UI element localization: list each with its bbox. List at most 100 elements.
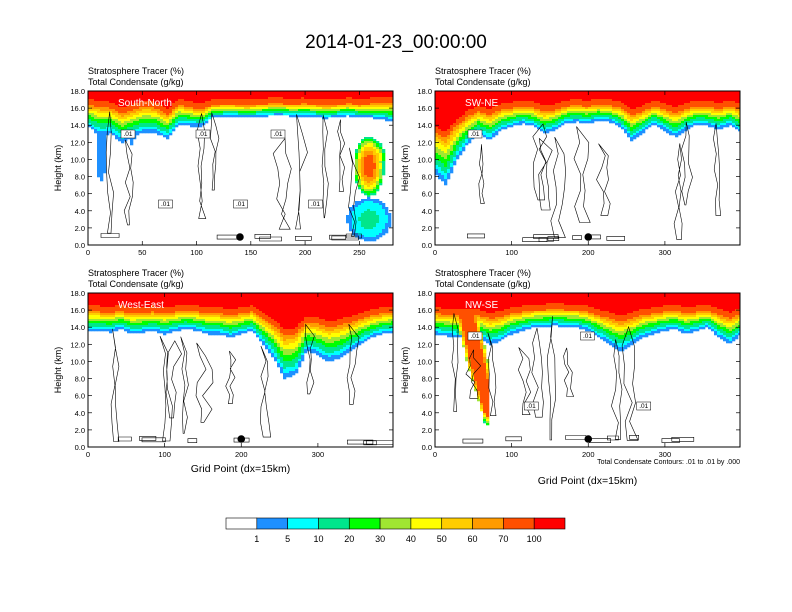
field-cell <box>699 115 703 118</box>
field-cell <box>193 323 197 326</box>
field-cell <box>579 121 583 124</box>
field-cell <box>639 315 643 320</box>
field-cell <box>373 325 377 330</box>
field-cell <box>319 115 323 118</box>
field-cell <box>115 111 119 114</box>
field-cell <box>133 331 137 334</box>
field-cell <box>265 293 269 316</box>
field-cell <box>205 315 209 318</box>
field-cell <box>570 305 574 312</box>
field-cell <box>211 315 215 318</box>
field-cell <box>268 111 272 114</box>
field-cell <box>525 327 529 330</box>
field-cell <box>352 109 356 112</box>
field-cell <box>118 115 122 120</box>
field-cell <box>735 115 739 120</box>
field-cell <box>277 107 281 110</box>
field-cell <box>687 319 691 324</box>
field-cell <box>699 107 703 110</box>
field-cell <box>558 317 562 320</box>
field-cell <box>355 159 359 176</box>
field-cell <box>486 333 490 338</box>
field-cell <box>301 107 305 110</box>
field-cell <box>603 311 607 318</box>
field-cell <box>684 329 688 332</box>
field-cell <box>259 105 263 108</box>
field-cell <box>289 339 293 344</box>
field-cell <box>316 317 320 324</box>
field-cell <box>669 315 673 318</box>
field-cell <box>684 313 688 316</box>
field-cell <box>609 339 613 342</box>
field-cell <box>196 113 200 116</box>
field-cell <box>115 293 119 306</box>
field-cell <box>202 113 206 116</box>
field-cell <box>184 313 188 316</box>
field-cell <box>591 91 595 100</box>
field-cell <box>121 305 125 312</box>
field-cell <box>438 319 442 322</box>
field-cell <box>483 125 487 128</box>
field-cell <box>310 113 314 116</box>
field-cell <box>151 323 155 328</box>
field-cell <box>124 115 128 120</box>
field-cell <box>220 307 224 314</box>
field-cell <box>645 309 649 316</box>
field-cell <box>382 293 386 308</box>
colorbar-swatch <box>379 517 412 530</box>
field-cell <box>651 331 655 336</box>
field-cell <box>124 323 128 328</box>
field-cell <box>453 145 457 152</box>
field-cell <box>687 307 691 314</box>
x-tick-label: 0 <box>433 248 437 257</box>
field-cell <box>256 323 260 326</box>
field-cell <box>534 311 538 314</box>
field-cell <box>660 113 664 116</box>
field-cell <box>328 107 332 110</box>
field-cell <box>358 319 362 322</box>
field-cell <box>373 97 377 104</box>
field-cell <box>687 113 691 116</box>
field-cell <box>379 149 383 154</box>
field-cell <box>124 91 128 108</box>
field-cell <box>163 121 167 126</box>
field-cell <box>441 309 445 316</box>
field-cell <box>660 315 664 318</box>
field-cell <box>157 293 161 308</box>
tracer-field <box>435 91 740 186</box>
field-cell <box>456 317 460 322</box>
field-cell <box>373 149 377 156</box>
y-tick-label: 16.0 <box>417 306 432 315</box>
field-cell <box>100 319 104 322</box>
field-cell <box>193 325 197 328</box>
field-cell <box>657 115 661 118</box>
field-cell <box>148 329 152 332</box>
field-cell <box>280 333 284 338</box>
field-cell <box>373 179 377 184</box>
field-cell <box>292 99 296 106</box>
field-cell <box>666 121 670 124</box>
field-cell <box>561 123 565 126</box>
field-cell <box>196 311 200 314</box>
field-cell <box>618 123 622 128</box>
field-cell <box>352 99 356 106</box>
field-cell <box>543 117 547 120</box>
field-cell <box>672 327 676 330</box>
field-cell <box>579 99 583 106</box>
field-cell <box>483 413 487 416</box>
field-cell <box>262 109 266 112</box>
field-cell <box>645 325 649 328</box>
field-cell <box>645 117 649 120</box>
field-cell <box>217 307 221 314</box>
field-cell <box>711 119 715 124</box>
field-cell <box>301 111 305 114</box>
field-cell <box>453 317 457 320</box>
y-tick-label: 4.0 <box>422 207 432 216</box>
field-cell <box>373 155 377 164</box>
field-cell <box>112 329 116 332</box>
field-cell <box>145 129 149 134</box>
field-cell <box>364 317 368 320</box>
field-cell <box>612 335 616 342</box>
field-cell <box>208 113 212 116</box>
field-cell <box>364 311 368 318</box>
